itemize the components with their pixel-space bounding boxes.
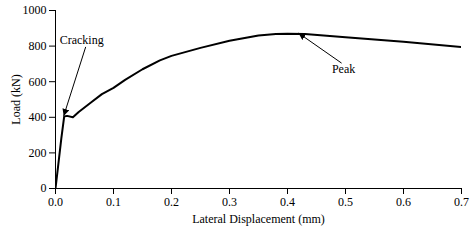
svg-text:0: 0 <box>41 181 47 195</box>
svg-text:400: 400 <box>29 110 47 124</box>
svg-text:0.4: 0.4 <box>280 195 295 209</box>
svg-text:0.3: 0.3 <box>222 195 237 209</box>
svg-text:Cracking: Cracking <box>60 33 104 47</box>
svg-text:0.6: 0.6 <box>396 195 411 209</box>
svg-text:600: 600 <box>29 75 47 89</box>
svg-text:1000: 1000 <box>23 3 47 17</box>
svg-text:Lateral Displacement (mm): Lateral Displacement (mm) <box>192 212 325 226</box>
svg-text:Load (kN): Load (kN) <box>9 74 23 124</box>
svg-text:800: 800 <box>29 39 47 53</box>
svg-text:200: 200 <box>29 146 47 160</box>
svg-text:0.2: 0.2 <box>164 195 179 209</box>
svg-text:0.1: 0.1 <box>106 195 121 209</box>
svg-text:0.7: 0.7 <box>454 195 469 209</box>
svg-text:0.0: 0.0 <box>48 195 63 209</box>
svg-text:0.5: 0.5 <box>338 195 353 209</box>
svg-text:Peak: Peak <box>332 62 355 76</box>
